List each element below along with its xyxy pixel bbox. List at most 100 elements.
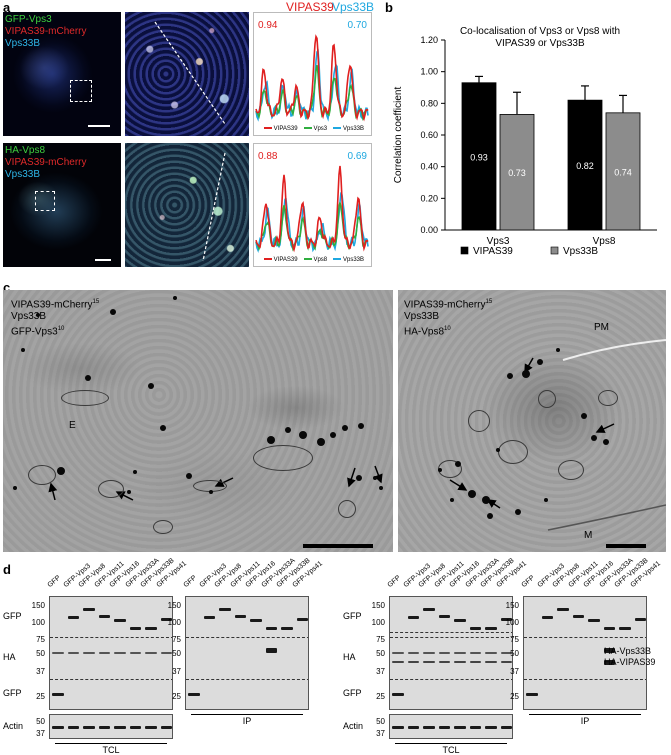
em-label-vipas39: VIPAS39-mCherry15 xyxy=(404,299,493,311)
band-gfp xyxy=(250,618,262,622)
gold-particle xyxy=(36,313,40,317)
blot-separator xyxy=(186,636,308,638)
mw-marker: 100 xyxy=(167,618,181,628)
gold-particle xyxy=(13,486,17,490)
mw-marker: 75 xyxy=(36,635,45,645)
bar-chart-colocalisation: Co-localisation of Vps3 or Vps8 with VIPA… xyxy=(385,8,671,270)
y-tick-label: 0.60 xyxy=(420,130,438,140)
gold-particle xyxy=(482,496,490,504)
lane-label: GFP xyxy=(46,574,63,589)
band-gfp xyxy=(129,626,141,630)
em-scale-bar xyxy=(606,544,646,548)
band-actin xyxy=(98,726,110,729)
line-scan-path xyxy=(202,152,226,262)
band-ha-ip xyxy=(603,659,615,665)
band-ha xyxy=(469,660,481,663)
band-gfp xyxy=(52,692,64,696)
gold-particle xyxy=(438,468,442,472)
band-gfp xyxy=(634,617,646,621)
mw-marker: 37 xyxy=(36,729,45,738)
gold-particle xyxy=(515,509,521,515)
bar-chart-svg: Co-localisation of Vps3 or Vps8 withVIPA… xyxy=(393,26,657,257)
header-vps33b: Vps33B xyxy=(332,0,375,14)
mw-marker: 50 xyxy=(172,649,181,659)
mw-marker: 25 xyxy=(172,692,181,702)
em-label-ha-vps8: HA-Vps810 xyxy=(404,326,451,338)
header-vipas39: VIPAS39 xyxy=(286,0,334,14)
band-ha xyxy=(145,651,157,654)
panel-label-a: a xyxy=(3,0,11,15)
gold-particle xyxy=(496,448,500,452)
gold-particle xyxy=(186,473,192,479)
band-gfp xyxy=(160,617,172,621)
band-ha xyxy=(114,651,126,654)
bar-vipas39-vps8 xyxy=(567,99,603,231)
legend-vps3: Vps3 xyxy=(303,126,327,132)
em-arrows xyxy=(48,465,383,501)
blot-ip-main xyxy=(185,596,309,710)
gold-particle xyxy=(299,431,307,439)
band-ha xyxy=(98,651,110,654)
band-gfp xyxy=(83,608,95,612)
mw-marker: 37 xyxy=(376,667,385,677)
scale-bar xyxy=(88,125,110,127)
em-label-vipas39: VIPAS39-mCherry15 xyxy=(11,299,100,311)
band-ha xyxy=(485,660,497,663)
row-label: HA xyxy=(343,651,356,662)
gold-particle xyxy=(358,423,364,429)
band-actin xyxy=(423,726,435,729)
blot-actin xyxy=(389,714,513,739)
band-gfp xyxy=(485,626,497,630)
band-ha xyxy=(469,651,481,654)
fluorescence-overview-vps3: GFP-Vps3 VIPAS39-mCherry Vps33B xyxy=(3,12,121,136)
gold-particle xyxy=(57,467,65,475)
gold-particle xyxy=(127,490,131,494)
band-ha xyxy=(392,660,404,663)
gold-particle xyxy=(537,359,543,365)
gold-particle xyxy=(342,425,348,431)
channel-label-vps33b: Vps33B xyxy=(5,38,41,49)
band-ha xyxy=(407,660,419,663)
gold-particle xyxy=(209,490,213,494)
blot-separator xyxy=(390,632,512,634)
coefficient-vipas39-vps3: 0.94 xyxy=(258,20,278,31)
mw-marker: 50 xyxy=(36,717,45,726)
legend-vipas39: VIPAS39 xyxy=(264,257,298,263)
band-gfp xyxy=(145,626,157,630)
coefficient-vps33b-vps8: 0.69 xyxy=(347,151,367,162)
profile-trace-red xyxy=(255,34,369,122)
gold-particle xyxy=(85,375,91,381)
gold-particle xyxy=(603,439,609,445)
blot-separator xyxy=(390,679,512,681)
blot-separator xyxy=(390,636,512,638)
em-marker-m: M xyxy=(584,530,593,541)
legend-vps33b: Vps33B xyxy=(333,126,364,132)
mw-marker: 150 xyxy=(505,601,519,611)
band-actin xyxy=(160,726,172,729)
band-gfp xyxy=(407,616,419,620)
gold-particle xyxy=(160,425,166,431)
caption-line xyxy=(529,714,641,715)
band-ha xyxy=(500,660,512,663)
em-marker-e: E xyxy=(69,420,76,431)
channel-label-gfp-vps3: GFP-Vps3 xyxy=(5,14,52,25)
band-actin xyxy=(114,726,126,729)
blot-separator xyxy=(186,679,308,681)
y-tick-label: 1.00 xyxy=(420,67,438,77)
mw-marker: 50 xyxy=(376,649,385,659)
y-tick-label: 1.20 xyxy=(420,35,438,45)
legend-swatch-vps33b xyxy=(550,246,559,255)
bar-value-label: 0.74 xyxy=(614,167,632,177)
panel-label-d: d xyxy=(3,562,11,577)
band-ha xyxy=(423,651,435,654)
band-ha xyxy=(438,651,450,654)
band-ha xyxy=(500,651,512,654)
label-ha-vipas39: HA-VIPAS39 xyxy=(604,657,656,668)
blot-caption: TCL xyxy=(442,745,460,755)
mw-marker: 150 xyxy=(167,601,181,611)
lane-label: GFP xyxy=(386,574,403,589)
band-actin xyxy=(500,726,512,729)
caption-line xyxy=(55,743,167,744)
band-ha xyxy=(485,651,497,654)
gold-particle xyxy=(285,427,291,433)
